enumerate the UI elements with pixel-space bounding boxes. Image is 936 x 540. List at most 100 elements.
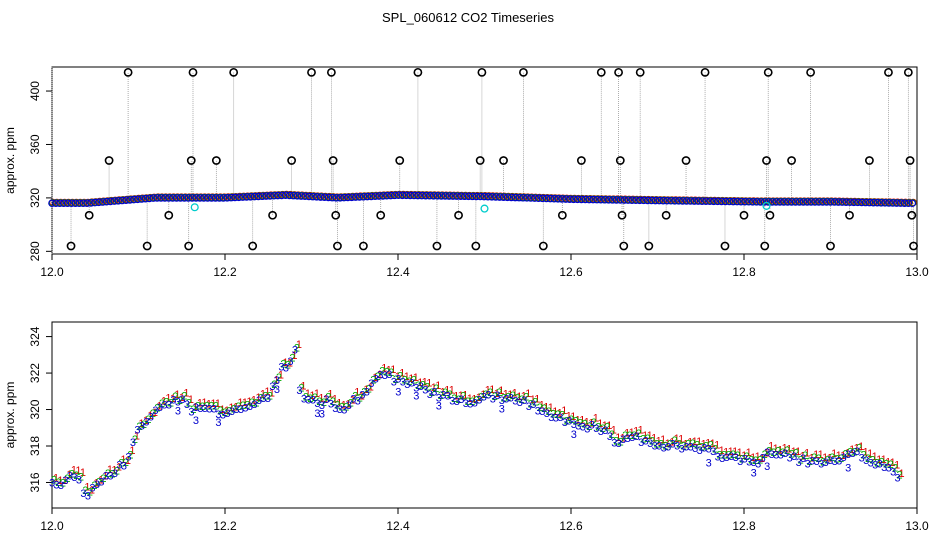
baseline-marker-3 — [818, 198, 827, 206]
series-2-marker: 2 — [447, 389, 453, 401]
series-1-marker: 1 — [620, 433, 626, 445]
series-2-marker: 2 — [469, 396, 475, 408]
baseline-marker-3 — [254, 192, 263, 201]
series-3-marker: 3 — [148, 412, 154, 424]
series-3-marker: 3 — [778, 449, 784, 461]
series-1-marker: 1 — [327, 388, 333, 400]
baseline-marker-3 — [316, 193, 325, 201]
y-tick-label: 320 — [28, 399, 42, 419]
series-1-marker: 1 — [894, 460, 900, 472]
baseline-marker-3 — [507, 193, 516, 202]
series-1-marker: 1 — [665, 438, 671, 450]
series-1-marker: 1 — [372, 372, 378, 384]
series-3-marker: 3 — [575, 421, 581, 433]
outlier-marker — [806, 67, 816, 77]
series-1-marker: 1 — [188, 394, 194, 406]
baseline-marker-3 — [98, 198, 107, 206]
baseline-marker-3 — [484, 192, 492, 201]
series-3-marker: 3 — [584, 424, 590, 436]
series-1-marker: 1 — [534, 394, 540, 406]
series-1-marker: 1 — [521, 390, 527, 402]
outlier-marker — [787, 156, 796, 165]
outlier-marker — [596, 67, 606, 77]
series-1-marker: 1 — [449, 384, 455, 396]
series-3-marker: 3 — [755, 458, 761, 470]
series-1-marker: 1 — [696, 436, 702, 448]
series-2-marker: 2 — [289, 353, 295, 365]
baseline-marker-3 — [639, 196, 648, 205]
series-3-marker: 3 — [674, 440, 680, 452]
series-2-marker: 2 — [631, 430, 637, 442]
baseline-marker-3 — [573, 195, 582, 204]
outlier-marker — [104, 156, 114, 165]
baseline-marker-3 — [414, 191, 422, 200]
baseline-marker-3 — [628, 196, 636, 204]
series-2-marker: 2 — [753, 455, 759, 467]
outlier-marker — [186, 156, 196, 165]
baseline-marker-3 — [106, 197, 115, 206]
baseline-marker-3 — [748, 197, 757, 206]
baseline-marker-3 — [211, 194, 220, 202]
baseline-marker-3 — [262, 192, 270, 200]
series-3-marker: 3 — [238, 404, 244, 416]
series-2-marker: 2 — [825, 454, 831, 466]
series-3-marker: 3 — [215, 409, 221, 421]
series-2-marker: 2 — [145, 414, 151, 426]
series-1-marker: 1 — [309, 390, 315, 402]
baseline-marker-3 — [176, 194, 185, 202]
series-1-marker: 1 — [233, 401, 239, 413]
baseline-marker-3 — [577, 195, 586, 204]
baseline-marker-3 — [137, 195, 146, 203]
series-3-marker: 3 — [499, 395, 505, 407]
series-3-marker: 3 — [611, 437, 617, 449]
series-3-marker: 3 — [368, 378, 374, 390]
baseline-marker-3 — [581, 195, 590, 204]
series-2-marker: 2 — [501, 392, 507, 404]
baseline-marker-3 — [460, 192, 469, 201]
series-1-marker: 1 — [350, 395, 356, 407]
series-2-marker: 2 — [348, 398, 354, 410]
series-2-marker: 2 — [87, 487, 93, 499]
series-3-marker: 3 — [809, 455, 815, 467]
outlier-marker — [326, 67, 336, 77]
baseline-marker-3 — [417, 191, 426, 200]
series-1-marker: 1 — [197, 397, 203, 409]
y-tick-label: 316 — [28, 472, 42, 492]
series-2-marker: 2 — [240, 400, 246, 412]
baseline-marker-3 — [756, 198, 765, 206]
series-1-marker: 1 — [269, 387, 275, 399]
series-2-marker: 2 — [609, 429, 615, 441]
series-2-marker: 2 — [541, 403, 547, 415]
baseline-marker-3 — [768, 198, 776, 206]
series-1-marker: 1 — [228, 402, 234, 414]
outlier-marker — [184, 241, 194, 251]
series-2-marker: 2 — [334, 399, 340, 411]
baseline-marker-3 — [787, 198, 796, 206]
series-1-marker: 1 — [422, 376, 428, 388]
baseline-marker-3 — [289, 191, 298, 200]
series-3-marker: 3 — [107, 470, 113, 482]
series-3-marker: 3 — [125, 451, 131, 463]
series-2-marker: 2 — [550, 408, 556, 420]
series-1-marker: 1 — [84, 482, 90, 494]
outlier-marker — [661, 210, 671, 220]
series-2-marker: 2 — [879, 457, 885, 469]
baseline-marker-3 — [869, 198, 878, 207]
series-1-marker: 1 — [647, 430, 653, 442]
series-3-marker: 3 — [665, 441, 671, 453]
series-1-marker: 1 — [809, 452, 815, 464]
series-2-marker: 2 — [627, 430, 633, 442]
series-3-marker: 3 — [103, 471, 109, 483]
baseline-marker-3 — [227, 193, 235, 202]
series-1-marker: 1 — [899, 468, 905, 480]
series-1-marker: 1 — [561, 405, 567, 417]
series-3-marker: 3 — [629, 432, 635, 444]
baseline-marker-3 — [694, 197, 702, 205]
baseline-marker-3 — [772, 198, 780, 206]
series-3-marker: 3 — [877, 459, 883, 471]
series-2-marker: 2 — [249, 397, 255, 409]
x-tick-label: 13.0 — [905, 519, 929, 533]
series-2-marker: 2 — [168, 397, 174, 409]
series-3-marker: 3 — [562, 417, 568, 429]
series-1-marker: 1 — [575, 415, 581, 427]
